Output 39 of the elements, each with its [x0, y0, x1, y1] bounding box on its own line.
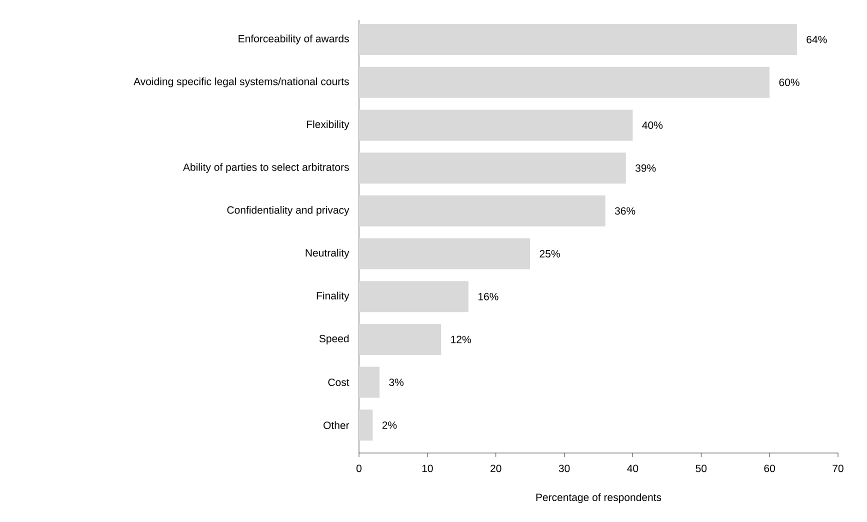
bar: [359, 238, 530, 270]
bar: [359, 324, 442, 355]
data-label: 64%: [806, 36, 827, 44]
bar: [359, 195, 606, 226]
y-tick-label: Speed: [319, 334, 349, 344]
x-tick-label: 70: [832, 464, 844, 472]
bar: [359, 152, 626, 184]
data-label: 36%: [614, 207, 636, 215]
x-tick-label: 50: [696, 464, 707, 472]
y-tick-label: Finality: [316, 292, 350, 302]
x-tick-label: 0: [356, 464, 362, 472]
bar: [359, 366, 380, 398]
y-tick-label: Ability of parties to select arbitrators: [183, 163, 349, 173]
x-axis-title: Percentage of respondents: [536, 493, 662, 504]
bar: [359, 410, 373, 441]
data-label: 3%: [389, 378, 404, 386]
y-tick-label: Other: [324, 421, 350, 430]
x-tick-label: 10: [422, 464, 433, 472]
x-tick-label: 30: [558, 464, 570, 472]
data-label: 60%: [779, 78, 800, 86]
data-label: 12%: [451, 336, 471, 344]
y-tick-label: Cost: [328, 378, 350, 386]
data-label: 2%: [382, 421, 397, 429]
x-tick-label: 40: [627, 464, 638, 472]
data-label: 39%: [635, 164, 656, 172]
data-label: 40%: [642, 122, 663, 129]
bar: [359, 110, 633, 141]
y-tick-label: Enforceability of awards: [238, 34, 349, 44]
bar: [359, 281, 468, 312]
y-tick-label: Flexibility: [306, 120, 350, 130]
bar: [359, 66, 770, 98]
y-tick-label: Avoiding specific legal systems/national courts: [134, 77, 349, 88]
data-label: 16%: [478, 292, 498, 300]
y-tick-label: Confidentiality and privacy: [227, 206, 350, 216]
bar: [359, 24, 797, 56]
x-tick-label: 60: [764, 464, 775, 472]
y-tick-label: Neutrality: [306, 248, 350, 259]
data-label: 25%: [540, 250, 560, 258]
x-tick-label: 20: [490, 464, 502, 472]
